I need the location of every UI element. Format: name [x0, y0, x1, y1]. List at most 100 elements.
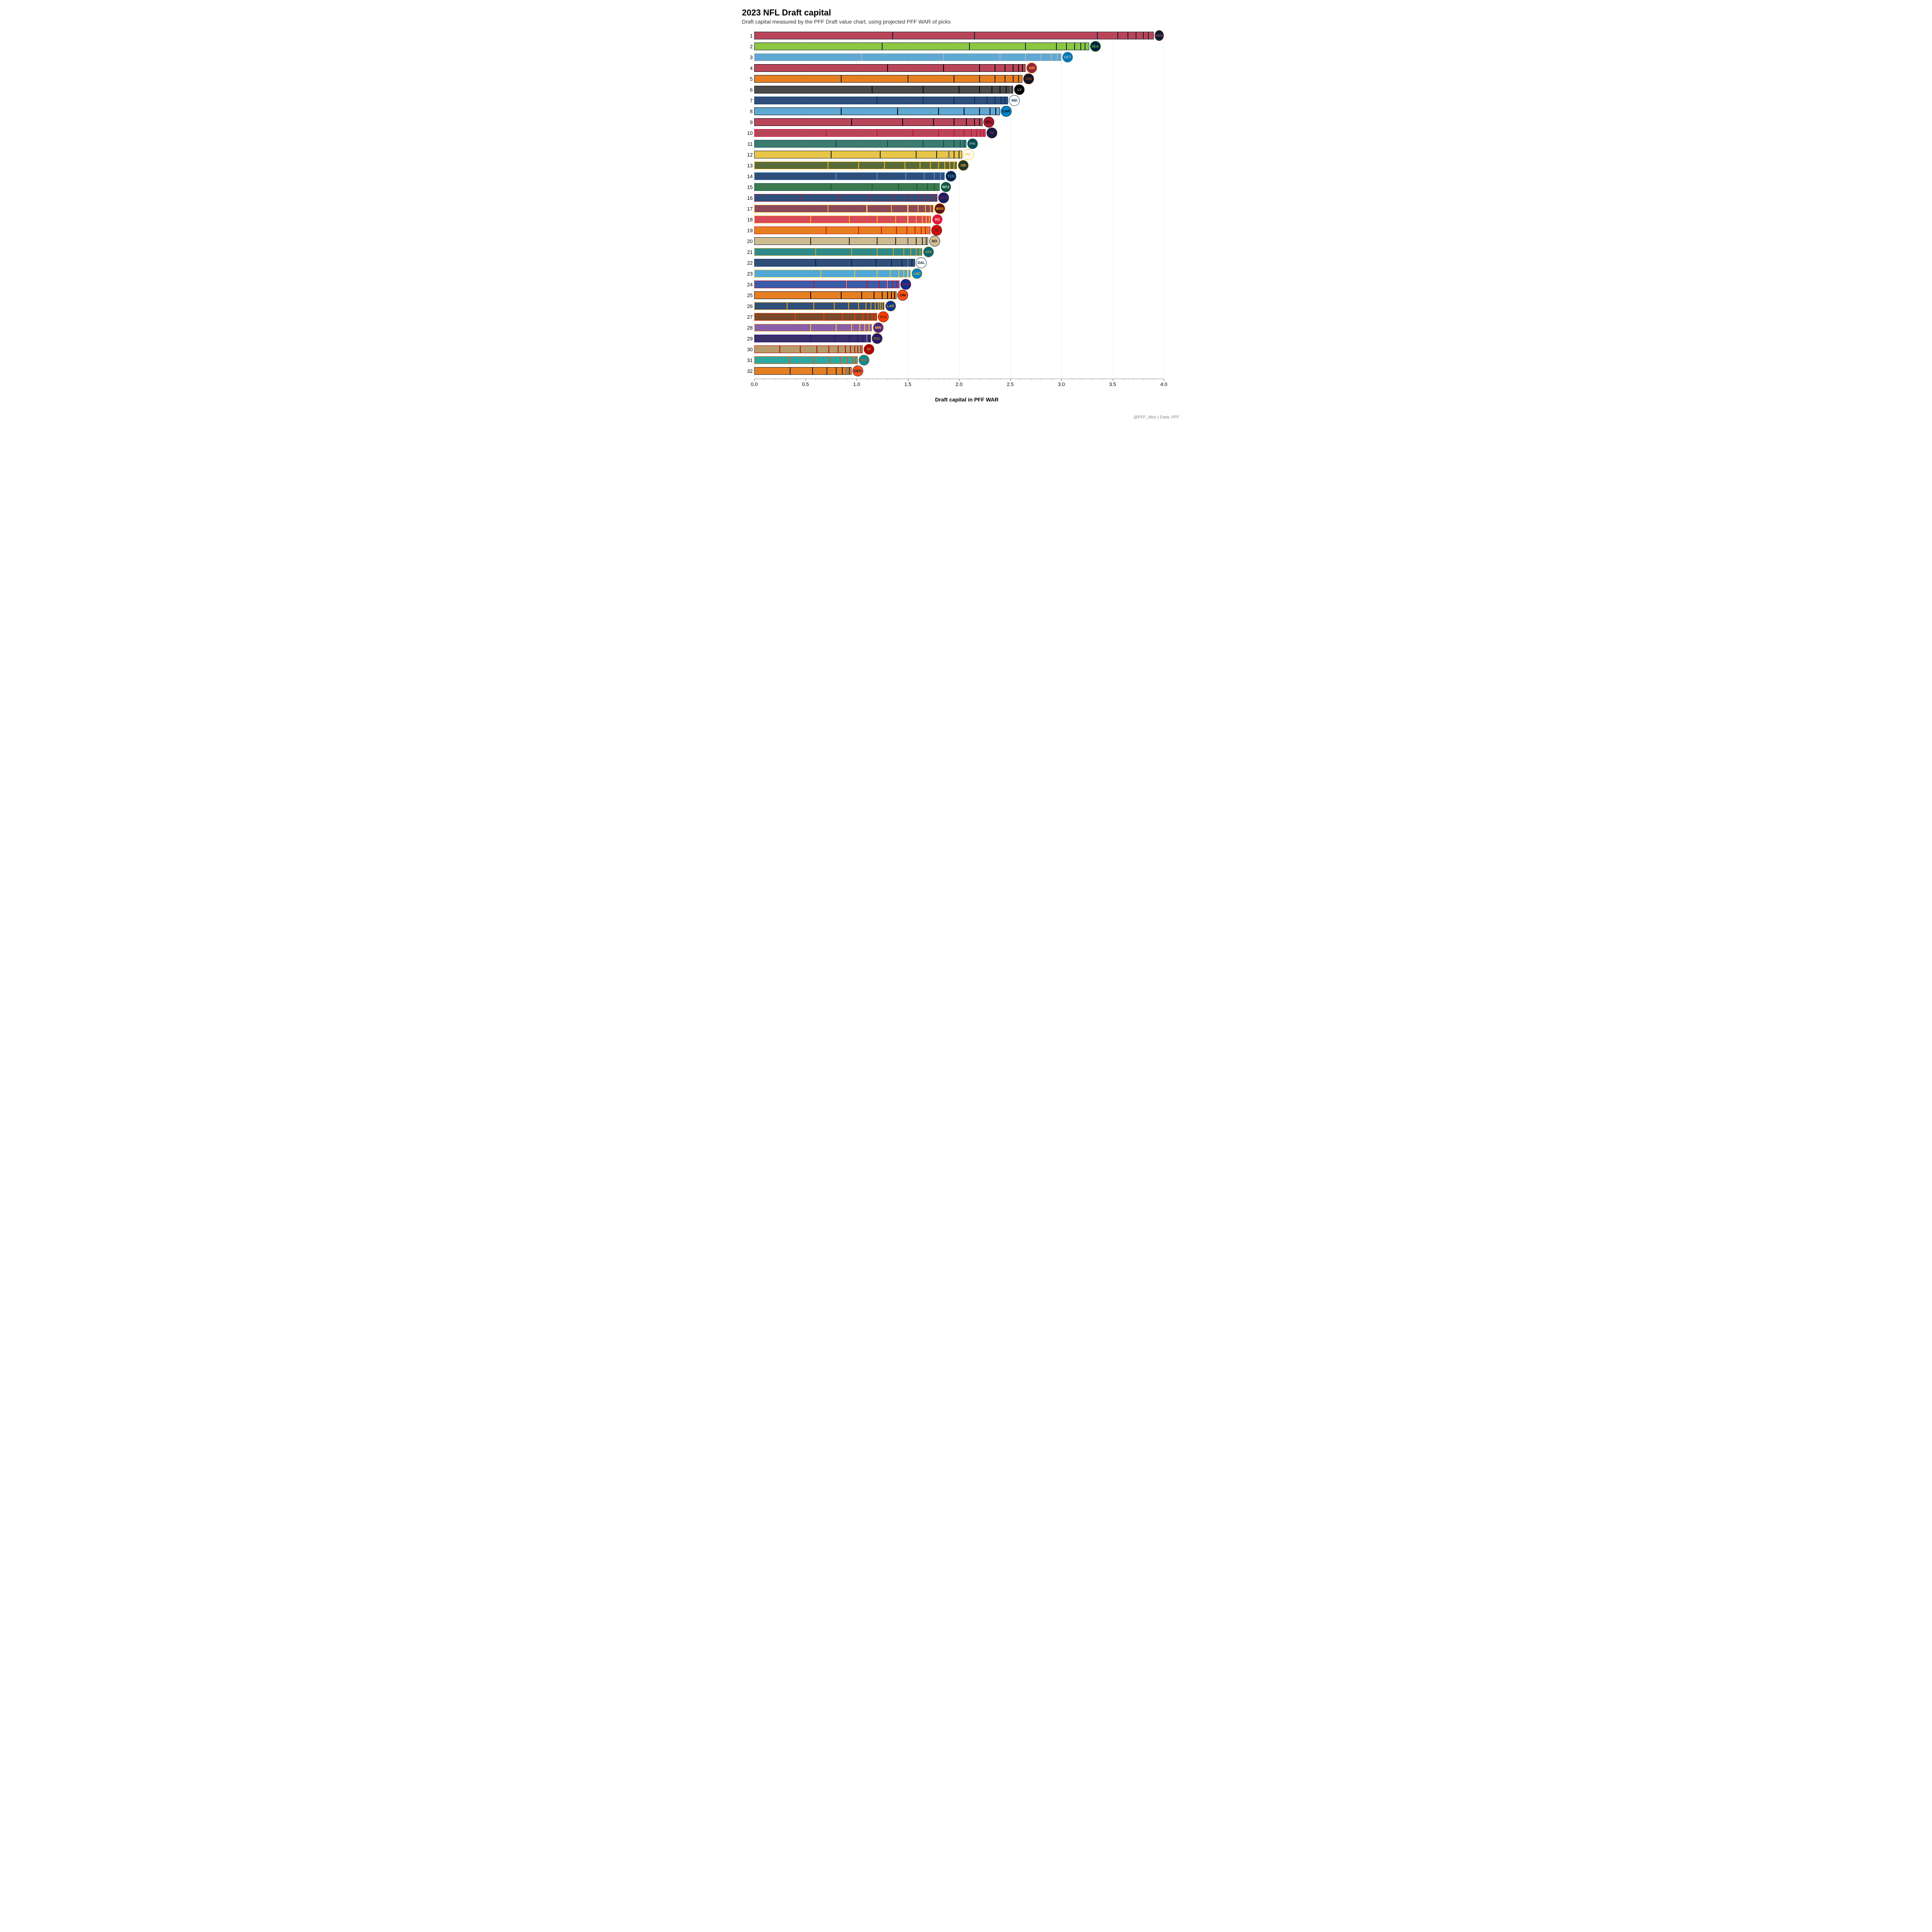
bar-segment	[859, 302, 866, 310]
bar-segment	[829, 345, 838, 353]
team-logo: KC	[932, 214, 943, 225]
bar-segment	[934, 194, 937, 202]
bar-segment	[754, 75, 841, 83]
x-tick-minor	[826, 379, 827, 380]
bar-segment	[939, 129, 954, 137]
bar-segment	[850, 345, 855, 353]
rank-label: 2	[743, 44, 753, 49]
bar-segment	[911, 248, 916, 256]
bar-segment	[1026, 43, 1056, 50]
bar-segment	[925, 194, 930, 202]
team-logo: CIN	[897, 290, 908, 301]
bar-segment	[754, 313, 795, 321]
bar-segment	[836, 172, 877, 180]
bar	[754, 86, 1013, 94]
bar-segment	[855, 270, 877, 277]
bar-segment	[920, 162, 930, 169]
bar-segment	[754, 291, 811, 299]
team-logo: TEN	[946, 171, 956, 182]
bar-segment	[896, 281, 900, 288]
bar-segment	[827, 367, 836, 375]
x-tick-label: 1.5	[904, 381, 911, 387]
bar-segment	[847, 281, 867, 288]
bar	[754, 216, 931, 223]
bar-segment	[863, 335, 867, 342]
bar-segment	[1041, 53, 1051, 61]
bar-segment	[754, 259, 816, 267]
bar-segment	[858, 345, 861, 353]
bar-segment	[754, 32, 893, 39]
bar-segment	[754, 64, 888, 72]
bar-segment	[964, 107, 980, 115]
bar	[754, 259, 915, 267]
bar-segment	[940, 172, 945, 180]
x-tick	[754, 379, 755, 381]
bar-segment	[995, 97, 1001, 104]
bar-segment	[859, 226, 881, 234]
bar-segment	[954, 118, 966, 126]
team-row: 24BUF	[754, 279, 1164, 290]
bar-segment	[865, 324, 869, 332]
bar-segment	[754, 194, 800, 202]
bar-segment	[934, 172, 940, 180]
bar-segment	[869, 335, 871, 342]
bar-segment	[1097, 32, 1118, 39]
team-logo: CAR	[1001, 106, 1012, 117]
bar-segment	[836, 140, 888, 148]
bar-segment	[754, 151, 831, 158]
bar	[754, 107, 1000, 115]
bar-segment	[939, 107, 964, 115]
bar	[754, 281, 900, 288]
team-logo: NE	[986, 128, 997, 138]
bar-segment	[881, 226, 897, 234]
bar-segment	[954, 140, 960, 148]
bar-segment	[908, 75, 954, 83]
bar-segment	[884, 162, 905, 169]
x-tick	[1061, 379, 1062, 381]
bar-segment	[849, 302, 859, 310]
bar-segment	[872, 313, 875, 321]
bar	[754, 270, 911, 277]
team-logo: LV	[1014, 84, 1025, 95]
bar-segment	[849, 237, 877, 245]
bar-segment	[924, 172, 935, 180]
bar-segment	[826, 129, 878, 137]
team-row: 10NE	[754, 128, 1164, 138]
x-tick-minor	[1143, 379, 1144, 380]
x-tick-label: 2.5	[1007, 381, 1014, 387]
bar-segment	[816, 259, 852, 267]
bar-segment	[830, 356, 840, 364]
bar-segment	[944, 140, 954, 148]
team-logo: WAS	[934, 203, 945, 214]
bar-segment	[896, 226, 907, 234]
bar-segment	[954, 151, 959, 158]
bar-segment	[925, 226, 929, 234]
rank-label: 13	[743, 163, 753, 168]
bar-segment	[923, 140, 944, 148]
bar-segment	[862, 53, 944, 61]
bar-segment	[814, 356, 830, 364]
bar-segment	[855, 313, 863, 321]
bar-segment	[841, 75, 908, 83]
bar-segment	[754, 97, 877, 104]
draft-capital-chart: 2023 NFL Draft capital Draft capital mea…	[742, 8, 1190, 403]
bar-segment	[754, 367, 790, 375]
team-row: 28MIN	[754, 322, 1164, 333]
bar-segment	[882, 291, 887, 299]
team-row: 13GB	[754, 160, 1164, 171]
bar-segment	[1057, 53, 1061, 61]
bar-segment	[754, 248, 816, 256]
bar-segment	[789, 356, 814, 364]
bar	[754, 129, 986, 137]
bar-segment	[754, 226, 826, 234]
team-row: 29BAL	[754, 333, 1164, 344]
bar-segment	[954, 97, 975, 104]
bar-segment	[929, 216, 931, 223]
bar-segment	[814, 281, 847, 288]
bar	[754, 64, 1026, 72]
bar-segment	[835, 335, 849, 342]
team-logo: NO	[929, 236, 940, 247]
bar-segment	[903, 118, 934, 126]
team-logo: DAL	[916, 257, 927, 268]
bar	[754, 226, 930, 234]
